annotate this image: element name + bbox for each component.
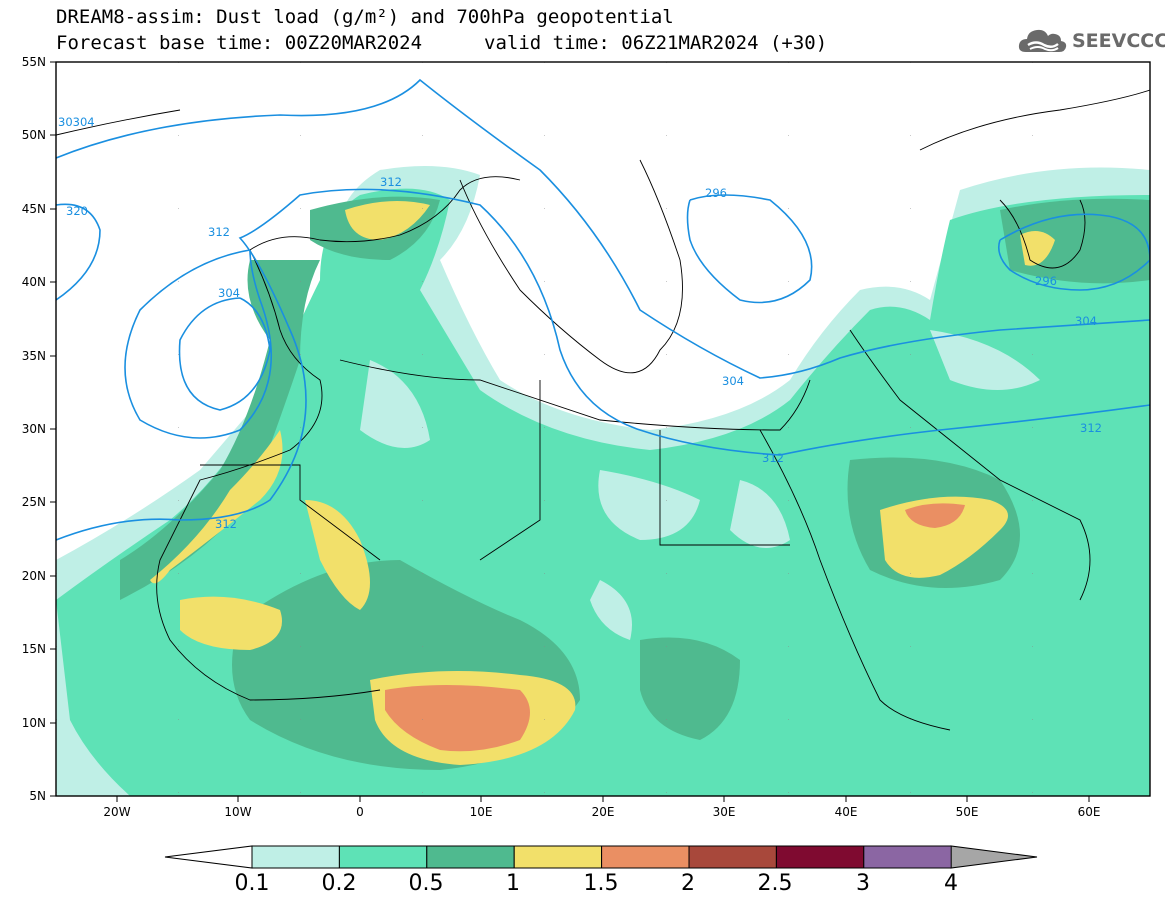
lat-label: 30N xyxy=(22,422,46,436)
lat-label: 20N xyxy=(22,569,46,583)
latitude-axis: 55N 50N 45N 40N 35N 30N 25N 20N 15N 10N … xyxy=(22,55,56,803)
lat-label: 50N xyxy=(22,128,46,142)
colorbar-label: 1.5 xyxy=(583,871,619,896)
contour-label: 312 xyxy=(215,517,237,531)
contour-label: 30304 xyxy=(58,115,95,129)
lat-label: 25N xyxy=(22,495,46,509)
valid-time: valid time: 06Z21MAR2024 (+30) xyxy=(484,32,828,54)
logo-text: SEEVCCC xyxy=(1072,30,1165,52)
contour-label: 312 xyxy=(208,225,230,239)
colorbar-high-arrow xyxy=(950,845,1038,869)
colorbar-label: 4 xyxy=(944,871,958,896)
contour-label: 296 xyxy=(705,186,727,200)
colorbar-label: 3 xyxy=(856,871,870,896)
geopotential-contours xyxy=(56,78,1150,541)
contour-label: 304 xyxy=(218,286,240,300)
longitude-axis: 20W 10W 0 10E 20E 30E 40E 50E 60E xyxy=(103,796,1100,819)
contour-label: 312 xyxy=(762,451,784,465)
seevccc-logo: SEEVCCC xyxy=(1018,24,1165,58)
colorbar-low-arrow xyxy=(164,845,253,869)
lat-label: 35N xyxy=(22,349,46,363)
coastlines xyxy=(56,89,1150,731)
lon-label: 0 xyxy=(356,805,364,819)
contour-label: 312 xyxy=(380,175,402,189)
contour-label: 304 xyxy=(722,374,744,388)
colorbar-swatch xyxy=(513,845,603,869)
lon-label: 60E xyxy=(1078,805,1101,819)
colorbar-label: 2.5 xyxy=(757,871,793,896)
lon-label: 10E xyxy=(470,805,493,819)
colorbar-label: 2 xyxy=(681,871,695,896)
lat-label: 45N xyxy=(22,202,46,216)
forecast-base-time: Forecast base time: 00Z20MAR2024 xyxy=(56,32,423,54)
colorbar xyxy=(164,845,1038,869)
colorbar-label: 0.2 xyxy=(321,871,357,896)
colorbar-swatch xyxy=(688,845,777,869)
lat-label: 10N xyxy=(22,716,46,730)
colorbar-label: 0.1 xyxy=(234,871,270,896)
lon-label: 20E xyxy=(592,805,615,819)
lat-label: 55N xyxy=(22,55,46,69)
colorbar-label: 1 xyxy=(506,871,520,896)
lon-label: 40E xyxy=(835,805,858,819)
cloud-icon xyxy=(1018,29,1067,52)
lon-label: 50E xyxy=(956,805,979,819)
lat-label: 5N xyxy=(29,789,46,803)
colorbar-swatch xyxy=(338,845,428,869)
contour-label: 320 xyxy=(66,204,88,218)
colorbar-swatch xyxy=(863,845,952,869)
colorbar-swatch xyxy=(426,845,515,869)
colorbar-label: 0.5 xyxy=(408,871,444,896)
contour-label: 296 xyxy=(1035,274,1057,288)
lon-label: 30E xyxy=(713,805,736,819)
lat-label: 40N xyxy=(22,275,46,289)
lon-label: 20W xyxy=(103,805,130,819)
colorbar-swatch xyxy=(601,845,690,869)
colorbar-swatch xyxy=(251,845,340,869)
map-title: DREAM8-assim: Dust load (g/m²) and 700hP… xyxy=(56,6,674,28)
lat-label: 15N xyxy=(22,642,46,656)
colorbar-swatch xyxy=(775,845,865,869)
contour-labels: 30304 320 312 304 312 296 304 312 312 29… xyxy=(58,115,1102,531)
lon-label: 10W xyxy=(224,805,251,819)
contour-label: 312 xyxy=(1080,421,1102,435)
contour-label: 304 xyxy=(1075,314,1097,328)
